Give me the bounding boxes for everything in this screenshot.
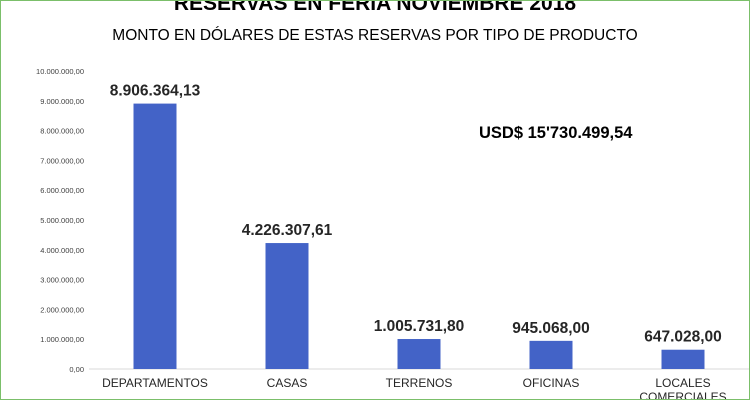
y-tick-label: 5.000.000,00 <box>40 216 84 225</box>
y-tick-label: 0,00 <box>69 365 84 374</box>
data-label: 1.005.731,80 <box>374 318 465 335</box>
y-tick-label: 3.000.000,00 <box>40 276 84 285</box>
data-label: 4.226.307,61 <box>242 222 333 239</box>
category-label: CASAS <box>267 376 308 390</box>
data-label: 647.028,00 <box>644 329 722 346</box>
bar <box>265 243 309 369</box>
y-tick-label: 6.000.000,00 <box>40 186 84 195</box>
y-tick-label: 9.000.000,00 <box>40 97 84 106</box>
y-tick-label: 8.000.000,00 <box>40 127 84 136</box>
category-label: TERRENOS <box>386 376 453 390</box>
y-tick-label: 7.000.000,00 <box>40 156 84 165</box>
category-label: OFICINAS <box>523 376 580 390</box>
total-amount-annotation: USD$ 15'730.499,54 <box>479 124 633 142</box>
bar <box>529 340 573 369</box>
y-tick-label: 4.000.000,00 <box>40 246 84 255</box>
bar <box>661 349 705 369</box>
data-label: 945.068,00 <box>512 320 590 337</box>
y-tick-label: 1.000.000,00 <box>40 335 84 344</box>
category-label: LOCALES COMERCIALES <box>639 376 726 399</box>
chart-title: RESERVAS EN FERIA NOVIEMBRE 2018 <box>173 0 577 15</box>
y-tick-label: 10.000.000,00 <box>36 67 84 76</box>
chart-subtitle: MONTO EN DÓLARES DE ESTAS RESERVAS POR T… <box>112 27 638 44</box>
category-label: DEPARTAMENTOS <box>102 376 208 390</box>
bar <box>397 339 441 369</box>
bar <box>133 103 177 370</box>
data-label: 8.906.364,13 <box>110 83 201 100</box>
y-tick-label: 2.000.000,00 <box>40 305 84 314</box>
